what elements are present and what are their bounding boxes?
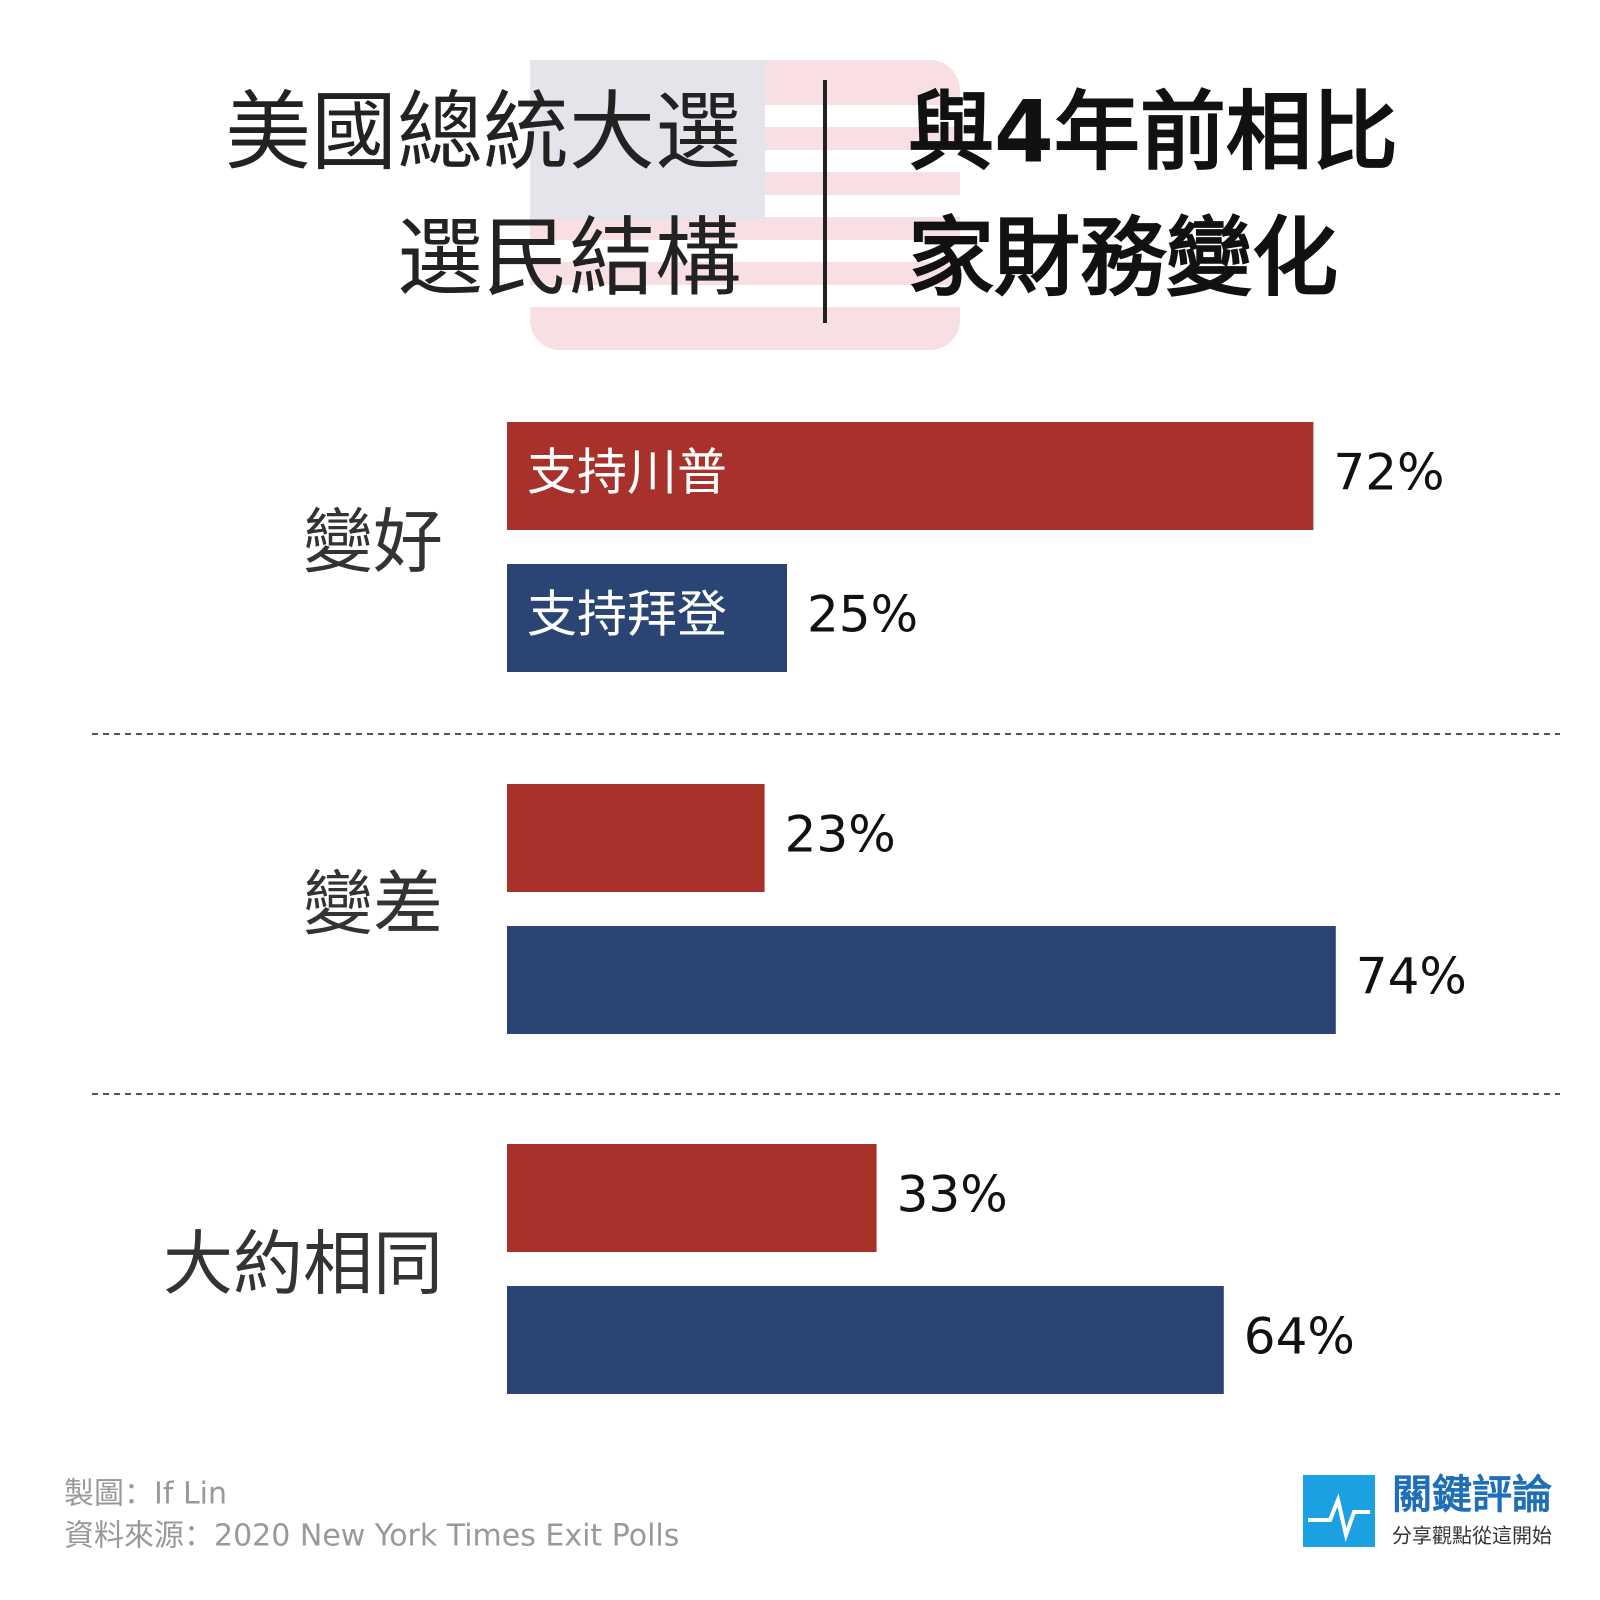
flag-base [530, 60, 960, 350]
bar [507, 926, 1336, 1034]
value-label: 64% [1244, 1308, 1355, 1366]
bar [507, 422, 1314, 530]
value-label: 23% [785, 806, 896, 864]
logo-pulse [1308, 1493, 1370, 1543]
title-left: 美國總統大選 [225, 82, 741, 182]
value-label: 33% [897, 1166, 1008, 1224]
value-label: 72% [1333, 444, 1444, 502]
credit: 製圖：If Lin [64, 1477, 227, 1512]
series-label: 支持川普 [527, 444, 727, 502]
flag-map [530, 60, 960, 350]
source: 資料來源：2020 New York Times Exit Polls [64, 1519, 679, 1554]
category-label: 變差 [303, 863, 443, 945]
bar [507, 1286, 1224, 1394]
flag-stripe [530, 150, 960, 172]
logo-name: 關鍵評論 [1392, 1472, 1552, 1518]
logo-slogan: 分享觀點從這開始 [1392, 1524, 1552, 1548]
value-label: 25% [807, 586, 918, 644]
category-label: 變好 [303, 501, 443, 583]
flag-stripe [530, 105, 960, 127]
flag-stripe [530, 240, 960, 262]
title-right: 家財務變化 [908, 208, 1338, 308]
bar [507, 784, 765, 892]
category-label: 大約相同 [163, 1223, 443, 1305]
value-label: 74% [1356, 948, 1467, 1006]
flag-canton [530, 60, 765, 220]
bar [507, 564, 787, 672]
title-left: 選民結構 [397, 208, 741, 308]
series-label: 支持拜登 [527, 586, 727, 644]
title-right: 與4年前相比 [908, 82, 1398, 182]
bar [507, 1144, 877, 1252]
flag-stripe [530, 195, 960, 217]
flag-stripe [530, 285, 960, 307]
